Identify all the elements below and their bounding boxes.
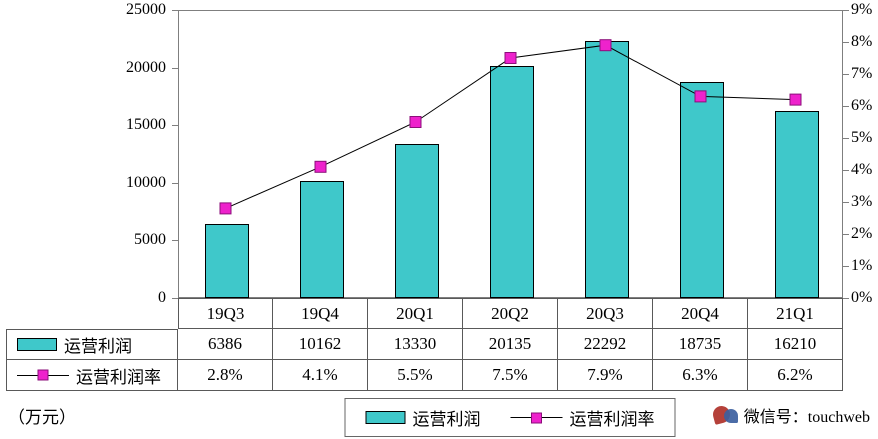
- y-axis-right-tick: [843, 106, 849, 107]
- line-marker-icon: [37, 369, 49, 381]
- y-axis-right-label: 9%: [851, 1, 873, 18]
- y-axis-right-label: 7%: [851, 65, 873, 82]
- table-corner-blank: [6, 298, 178, 329]
- y-axis-left-label: 5000: [134, 231, 166, 248]
- wechat-icon: [710, 402, 738, 428]
- y-axis-right-label: 5%: [851, 129, 873, 146]
- legend-label-operating-margin: 运营利润率: [569, 410, 655, 429]
- bar-20Q3: [585, 41, 629, 298]
- y-axis-left-label: 20000: [126, 59, 166, 76]
- legend-item-operating-profit: 运营利润: [365, 405, 481, 430]
- y-axis-right-label: 6%: [851, 97, 873, 114]
- y-axis-left-tick: [172, 240, 178, 241]
- y-axis-right-tick: [843, 298, 849, 299]
- table-value-cell: 5.5%: [368, 360, 463, 391]
- bar-legend-swatch-icon: [365, 411, 406, 424]
- y-axis-right-tick: [843, 202, 849, 203]
- y-axis-left-label: 15000: [126, 116, 166, 133]
- table-value-cell: 22292: [558, 329, 653, 360]
- bar-20Q4: [680, 82, 724, 298]
- table-header-cell: 20Q3: [558, 298, 653, 329]
- y-axis-right-tick: [843, 74, 849, 75]
- y-axis-right-tick: [843, 10, 849, 11]
- y-axis-right-tick: [843, 266, 849, 267]
- y-axis-left-tick: [172, 10, 178, 11]
- bar-21Q1: [775, 111, 819, 298]
- table-value-cell: 6.2%: [748, 360, 843, 391]
- line-marker-icon: [531, 412, 542, 423]
- table-value-cell: 20135: [463, 329, 558, 360]
- table-header-cell: 20Q1: [368, 298, 463, 329]
- line-legend-key-icon: [510, 411, 563, 424]
- y-axis-right-tick: [843, 170, 849, 171]
- y-axis-right-tick: [843, 138, 849, 139]
- table-header-cell: 20Q2: [463, 298, 558, 329]
- table-value-cell: 6.3%: [653, 360, 748, 391]
- y-axis-right-label: 0%: [851, 289, 873, 306]
- table-value-cell: 16210: [748, 329, 843, 360]
- y-axis-right-label: 8%: [851, 33, 873, 50]
- table-header-cell: 19Q4: [273, 298, 368, 329]
- row-label-text: 运营利润: [64, 337, 132, 356]
- data-table: 19Q3 19Q4 20Q1 20Q2 20Q3 20Q4 21Q1 运营利润 6386 1016…: [6, 298, 843, 391]
- table-header-cell: 19Q3: [178, 298, 273, 329]
- table-row-label: 运营利润率: [6, 360, 178, 391]
- table-header-cell: 20Q4: [653, 298, 748, 329]
- y-axis-left-label: 10000: [126, 174, 166, 191]
- line-legend-key-icon: [17, 369, 69, 382]
- y-axis-left-tick: [172, 183, 178, 184]
- table-value-cell: 4.1%: [273, 360, 368, 391]
- table-value-cell: 10162: [273, 329, 368, 360]
- y-axis-right-tick: [843, 234, 849, 235]
- table-header-cell: 21Q1: [748, 298, 843, 329]
- bar-20Q2: [490, 66, 534, 298]
- bar-legend-swatch-icon: [17, 338, 57, 351]
- bar-19Q3: [205, 224, 249, 298]
- table-value-cell: 7.9%: [558, 360, 653, 391]
- y-axis-left-tick: [172, 298, 178, 299]
- unit-label: （万元）: [8, 408, 76, 427]
- plot-area: [178, 10, 843, 298]
- y-axis-right-tick: [843, 42, 849, 43]
- y-axis-left-label: 25000: [126, 1, 166, 18]
- y-axis-left-label: 0: [158, 289, 166, 306]
- y-axis-left-tick: [172, 125, 178, 126]
- table-value-cell: 7.5%: [463, 360, 558, 391]
- bar-20Q1: [395, 144, 439, 298]
- legend-label-operating-profit: 运营利润: [412, 410, 481, 429]
- bar-19Q4: [300, 181, 344, 298]
- wechat-text: 微信号：touchweb: [743, 409, 870, 426]
- table-value-cell: 2.8%: [178, 360, 273, 391]
- row-label-text: 运营利润率: [76, 367, 161, 387]
- table-value-cell: 13330: [368, 329, 463, 360]
- table-value-cell: 6386: [178, 329, 273, 360]
- y-axis-right-label: 2%: [851, 225, 873, 242]
- chart-legend: 运营利润 运营利润率: [344, 398, 676, 437]
- y-axis-right-label: 4%: [851, 161, 873, 178]
- legend-item-operating-margin: 运营利润率: [510, 405, 655, 430]
- y-axis-right-label: 3%: [851, 193, 873, 210]
- y-axis-right-label: 1%: [851, 257, 873, 274]
- table-value-cell: 18735: [653, 329, 748, 360]
- y-axis-left-tick: [172, 68, 178, 69]
- table-row-label: 运营利润: [6, 329, 178, 360]
- wechat-credit: 微信号：touchweb: [710, 402, 870, 428]
